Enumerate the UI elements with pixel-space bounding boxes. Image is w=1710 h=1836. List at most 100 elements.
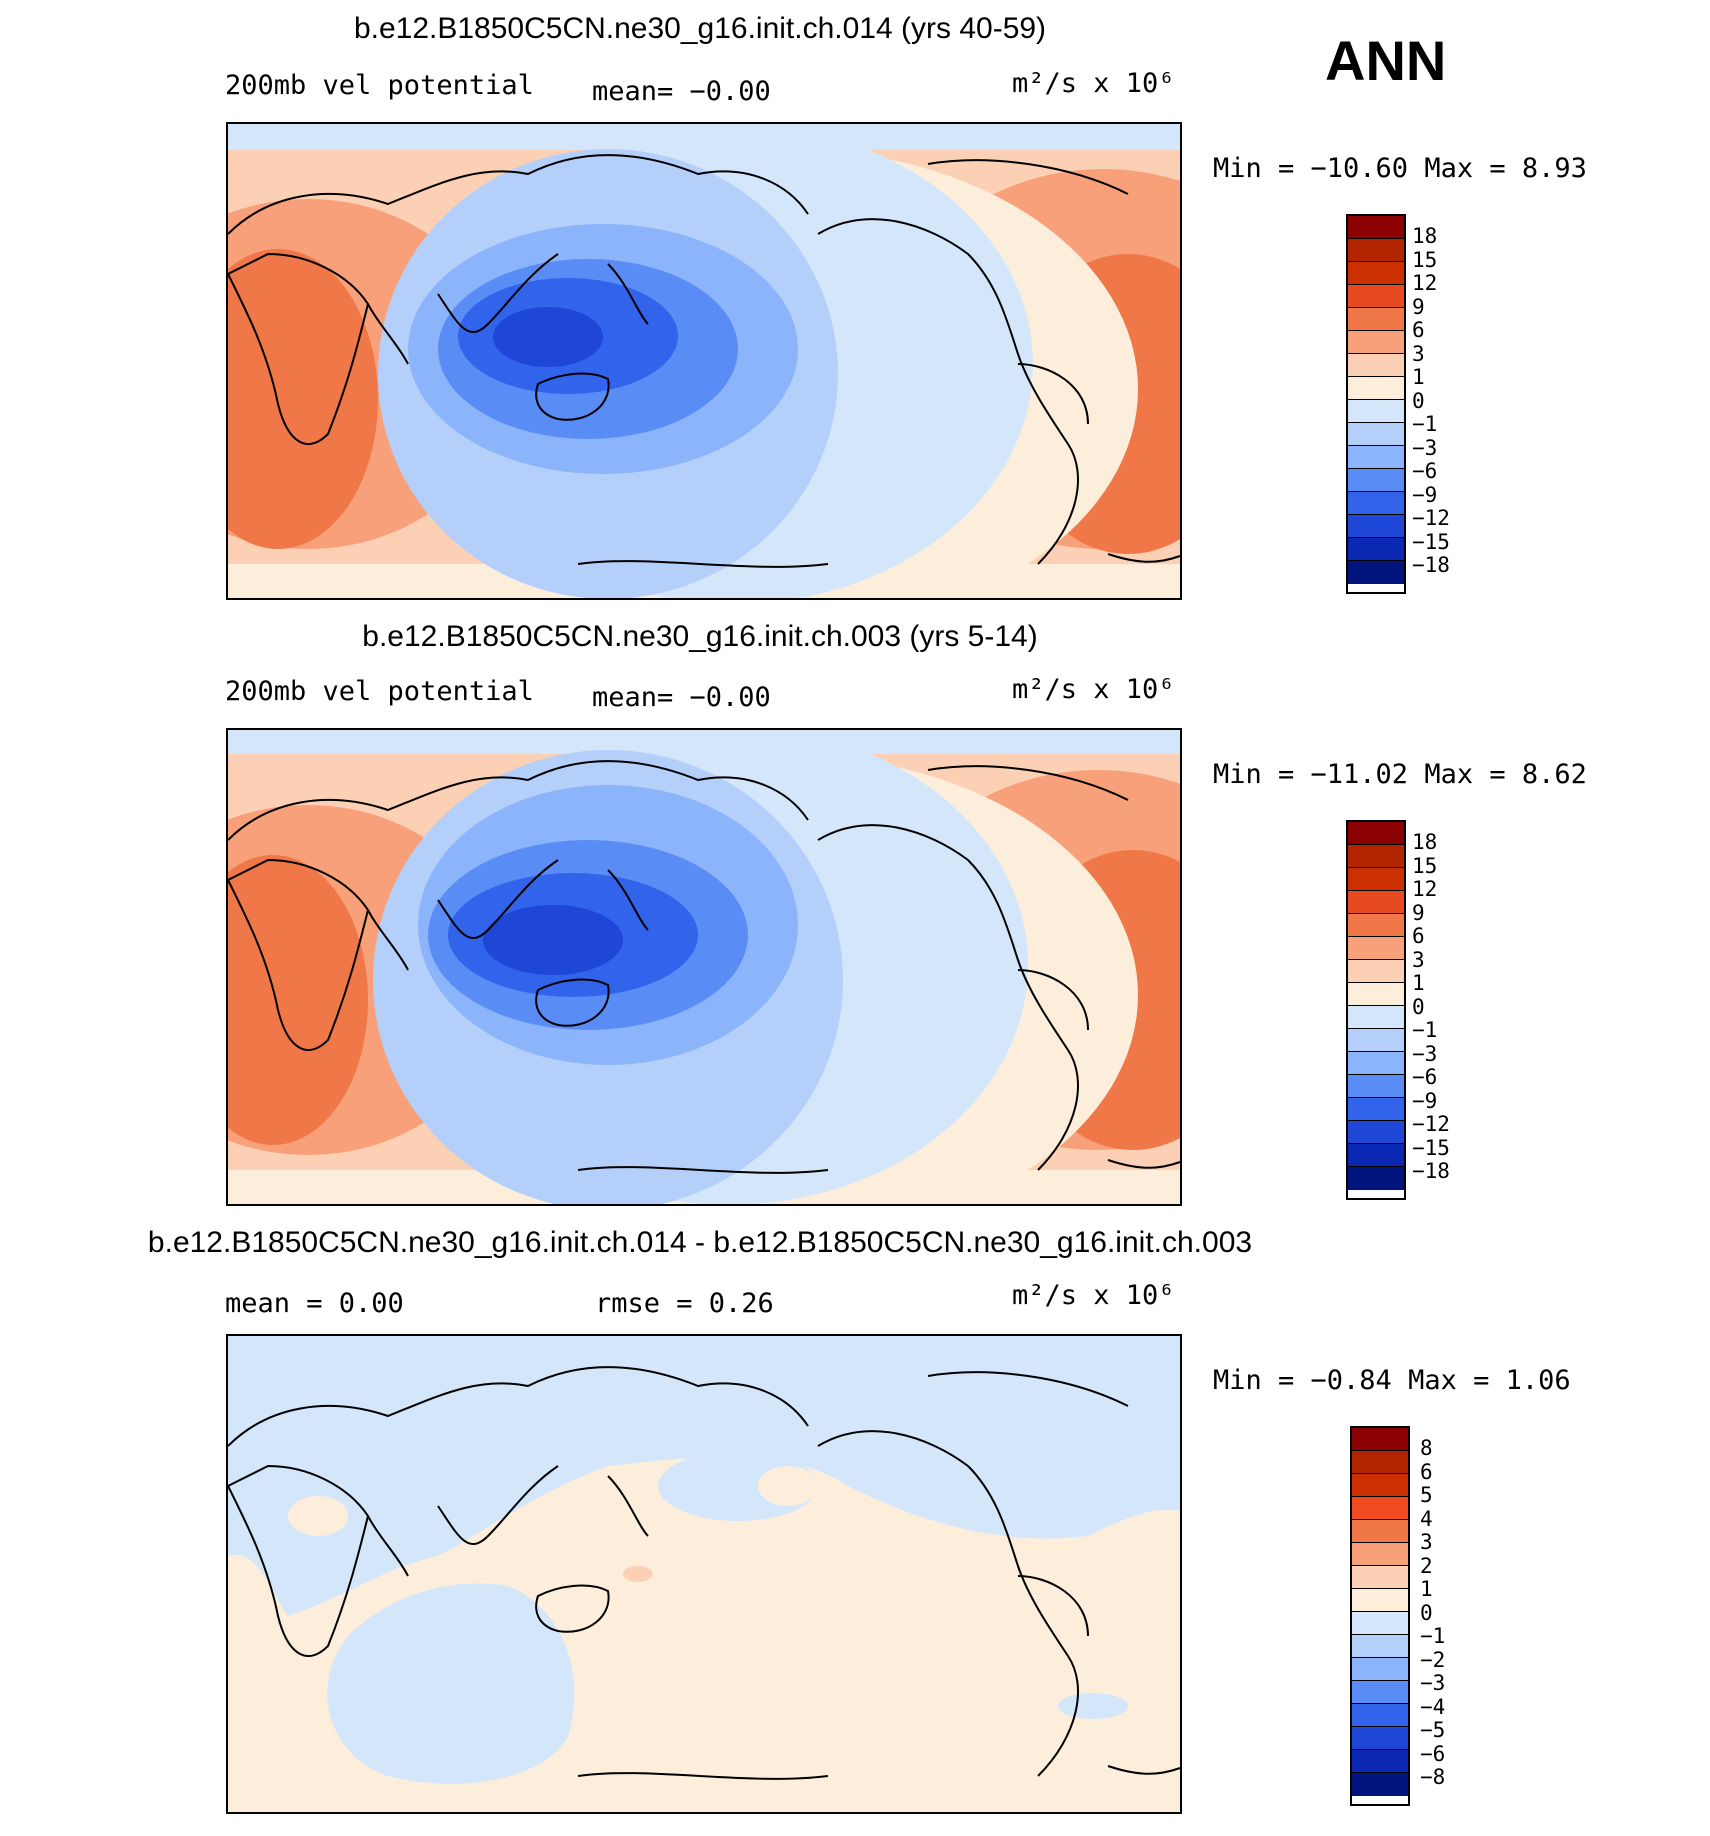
colorbar-swatch bbox=[1352, 1727, 1408, 1750]
panel-1-map bbox=[226, 122, 1182, 600]
colorbar-swatch bbox=[1352, 1658, 1408, 1681]
colorbar-swatch bbox=[1348, 1144, 1404, 1167]
colorbar-label: −1 bbox=[1420, 1624, 1446, 1648]
colorbar-swatch bbox=[1348, 377, 1404, 400]
colorbar-swatch bbox=[1348, 937, 1404, 960]
colorbar-label: 3 bbox=[1420, 1530, 1433, 1554]
panel-3-colorbar bbox=[1350, 1426, 1410, 1806]
colorbar-label: −1 bbox=[1412, 1018, 1438, 1042]
colorbar-label: 9 bbox=[1412, 900, 1425, 925]
colorbar-swatch bbox=[1348, 1075, 1404, 1098]
panel-3-title: b.e12.B1850C5CN.ne30_g16.init.ch.014 - b… bbox=[147, 1226, 1253, 1259]
colorbar-label: −18 bbox=[1412, 553, 1450, 577]
colorbar-swatch bbox=[1348, 400, 1404, 423]
panel-2-variable-label: 200mb vel potential bbox=[225, 676, 534, 707]
colorbar-swatch bbox=[1348, 914, 1404, 937]
colorbar-label: 9 bbox=[1412, 294, 1425, 319]
panel-3-mean-label: mean = 0.00 bbox=[225, 1288, 404, 1319]
panel-1-title: b.e12.B1850C5CN.ne30_g16.init.ch.014 (yr… bbox=[353, 12, 1047, 45]
colorbar-label: −12 bbox=[1412, 1112, 1450, 1136]
colorbar-swatch bbox=[1348, 561, 1404, 584]
colorbar-swatch bbox=[1348, 1006, 1404, 1029]
panel-3-units-label: m²/s x 10⁶ bbox=[1012, 1280, 1175, 1311]
panel-2-units-label: m²/s x 10⁶ bbox=[1012, 674, 1175, 705]
colorbar-swatch bbox=[1348, 515, 1404, 538]
colorbar-swatch bbox=[1348, 446, 1404, 469]
colorbar-swatch bbox=[1348, 1121, 1404, 1144]
colorbar-label: −2 bbox=[1420, 1647, 1446, 1672]
colorbar-label: −3 bbox=[1420, 1671, 1446, 1695]
panel-1-mean-label: mean= −0.00 bbox=[592, 76, 771, 107]
panel-3-map bbox=[226, 1334, 1182, 1814]
colorbar-swatch bbox=[1352, 1773, 1408, 1796]
colorbar-label: −9 bbox=[1412, 1088, 1438, 1113]
colorbar-swatch bbox=[1348, 331, 1404, 354]
colorbar-swatch bbox=[1352, 1497, 1408, 1520]
colorbar-label: 12 bbox=[1412, 271, 1438, 295]
panel-2-map bbox=[226, 728, 1182, 1206]
colorbar-swatch bbox=[1348, 1167, 1404, 1190]
panel-2-minmax: Min = −11.02 Max = 8.62 bbox=[1213, 759, 1587, 790]
colorbar-label: 12 bbox=[1412, 877, 1438, 901]
colorbar-swatch bbox=[1352, 1451, 1408, 1474]
panel-1-variable-label: 200mb vel potential bbox=[225, 70, 534, 101]
colorbar-swatch bbox=[1352, 1543, 1408, 1566]
colorbar-swatch bbox=[1352, 1681, 1408, 1704]
panel-1-minmax: Min = −10.60 Max = 8.93 bbox=[1213, 153, 1587, 184]
colorbar-label: −3 bbox=[1412, 1041, 1438, 1066]
colorbar-label: 2 bbox=[1420, 1553, 1433, 1578]
colorbar-swatch bbox=[1352, 1589, 1408, 1612]
colorbar-swatch bbox=[1348, 492, 1404, 515]
colorbar-label: 0 bbox=[1412, 994, 1425, 1019]
panel-3-rmse-label: rmse = 0.26 bbox=[595, 1288, 774, 1319]
colorbar-swatch bbox=[1352, 1750, 1408, 1773]
colorbar-swatch bbox=[1348, 983, 1404, 1006]
colorbar-swatch bbox=[1352, 1474, 1408, 1497]
colorbar-label: 6 bbox=[1412, 924, 1425, 948]
colorbar-label: 0 bbox=[1420, 1600, 1433, 1625]
colorbar-swatch bbox=[1348, 239, 1404, 262]
colorbar-swatch bbox=[1348, 868, 1404, 891]
colorbar-swatch bbox=[1352, 1704, 1408, 1727]
colorbar-swatch bbox=[1348, 354, 1404, 377]
panel-2-mean-label: mean= −0.00 bbox=[592, 682, 771, 713]
colorbar-label: 3 bbox=[1412, 341, 1425, 366]
colorbar-label: 15 bbox=[1412, 247, 1438, 272]
colorbar-label: −15 bbox=[1412, 529, 1450, 554]
colorbar-swatch bbox=[1352, 1428, 1408, 1451]
colorbar-label: −12 bbox=[1412, 506, 1450, 530]
colorbar-label: 6 bbox=[1412, 318, 1425, 342]
colorbar-label: 5 bbox=[1420, 1483, 1433, 1507]
colorbar-label: −1 bbox=[1412, 412, 1438, 436]
colorbar-label: −15 bbox=[1412, 1135, 1450, 1160]
colorbar-swatch bbox=[1352, 1612, 1408, 1635]
season-label: ANN bbox=[1325, 29, 1447, 92]
panel-1-units-label: m²/s x 10⁶ bbox=[1012, 68, 1175, 99]
colorbar-label: 15 bbox=[1412, 853, 1438, 878]
colorbar-swatch bbox=[1352, 1566, 1408, 1589]
colorbar-label: 1 bbox=[1420, 1577, 1433, 1601]
colorbar-swatch bbox=[1348, 960, 1404, 983]
panel-1-colorbar bbox=[1346, 214, 1406, 594]
colorbar-swatch bbox=[1352, 1520, 1408, 1543]
colorbar-swatch bbox=[1348, 285, 1404, 308]
colorbar-swatch bbox=[1348, 891, 1404, 914]
colorbar-swatch bbox=[1348, 423, 1404, 446]
colorbar-label: 4 bbox=[1420, 1506, 1433, 1531]
colorbar-label: −18 bbox=[1412, 1159, 1450, 1183]
colorbar-label: −6 bbox=[1420, 1741, 1446, 1766]
panel-3-contours bbox=[228, 1336, 1180, 1812]
colorbar-label: −8 bbox=[1420, 1765, 1446, 1789]
panel-3-minmax: Min = −0.84 Max = 1.06 bbox=[1213, 1365, 1571, 1396]
colorbar-swatch bbox=[1348, 1052, 1404, 1075]
colorbar-swatch bbox=[1348, 822, 1404, 845]
colorbar-swatch bbox=[1348, 216, 1404, 239]
colorbar-label: −9 bbox=[1412, 482, 1438, 507]
colorbar-swatch bbox=[1348, 308, 1404, 331]
colorbar-swatch bbox=[1348, 1098, 1404, 1121]
colorbar-label: 8 bbox=[1420, 1436, 1433, 1460]
panel-1-contours bbox=[228, 124, 1180, 598]
colorbar-label: −4 bbox=[1420, 1694, 1446, 1719]
colorbar-label: 18 bbox=[1412, 224, 1438, 248]
panel-2-contours bbox=[228, 730, 1180, 1204]
